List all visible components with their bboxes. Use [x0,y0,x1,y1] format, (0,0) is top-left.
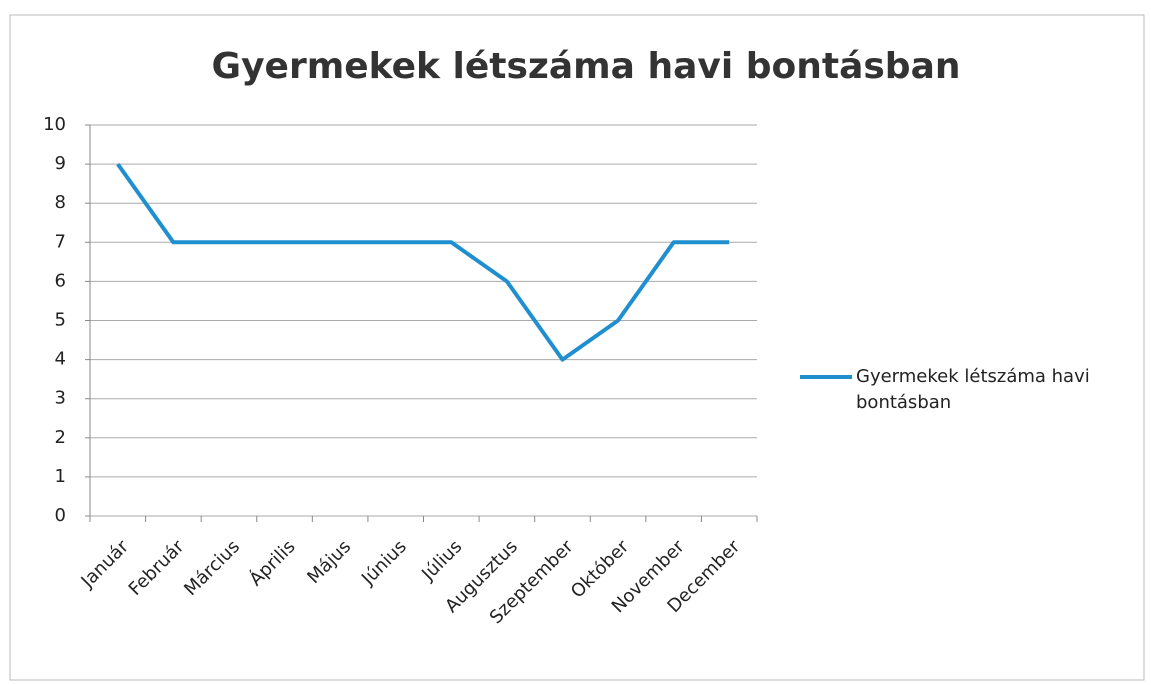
x-tick-label: Július [417,536,466,585]
y-tick-label: 1 [55,466,66,487]
legend-label: Gyermekek létszáma havi bontásban [856,366,1090,413]
y-tick-label: 8 [55,192,66,213]
chart-border [9,14,1145,681]
x-tick-label: Február [125,536,189,600]
y-tick-label: 7 [55,231,66,252]
x-tick-label: Március [180,536,244,600]
y-tick-label: 5 [55,310,66,331]
x-tick-label: Április [245,536,300,591]
y-tick-label: 0 [55,505,66,526]
y-tick-label: 10 [43,114,66,135]
y-tick-label: 3 [55,388,66,409]
y-tick-label: 4 [55,349,66,370]
line-series [116,162,730,362]
chart-title: Gyermekek létszáma havi bontásban [212,46,961,87]
x-tick-label: Június [357,536,411,590]
y-tick-label: 6 [55,270,66,291]
y-tick-label: 2 [55,427,66,448]
x-tick-label: Május [303,536,355,588]
y-tick-label: 9 [55,153,66,174]
